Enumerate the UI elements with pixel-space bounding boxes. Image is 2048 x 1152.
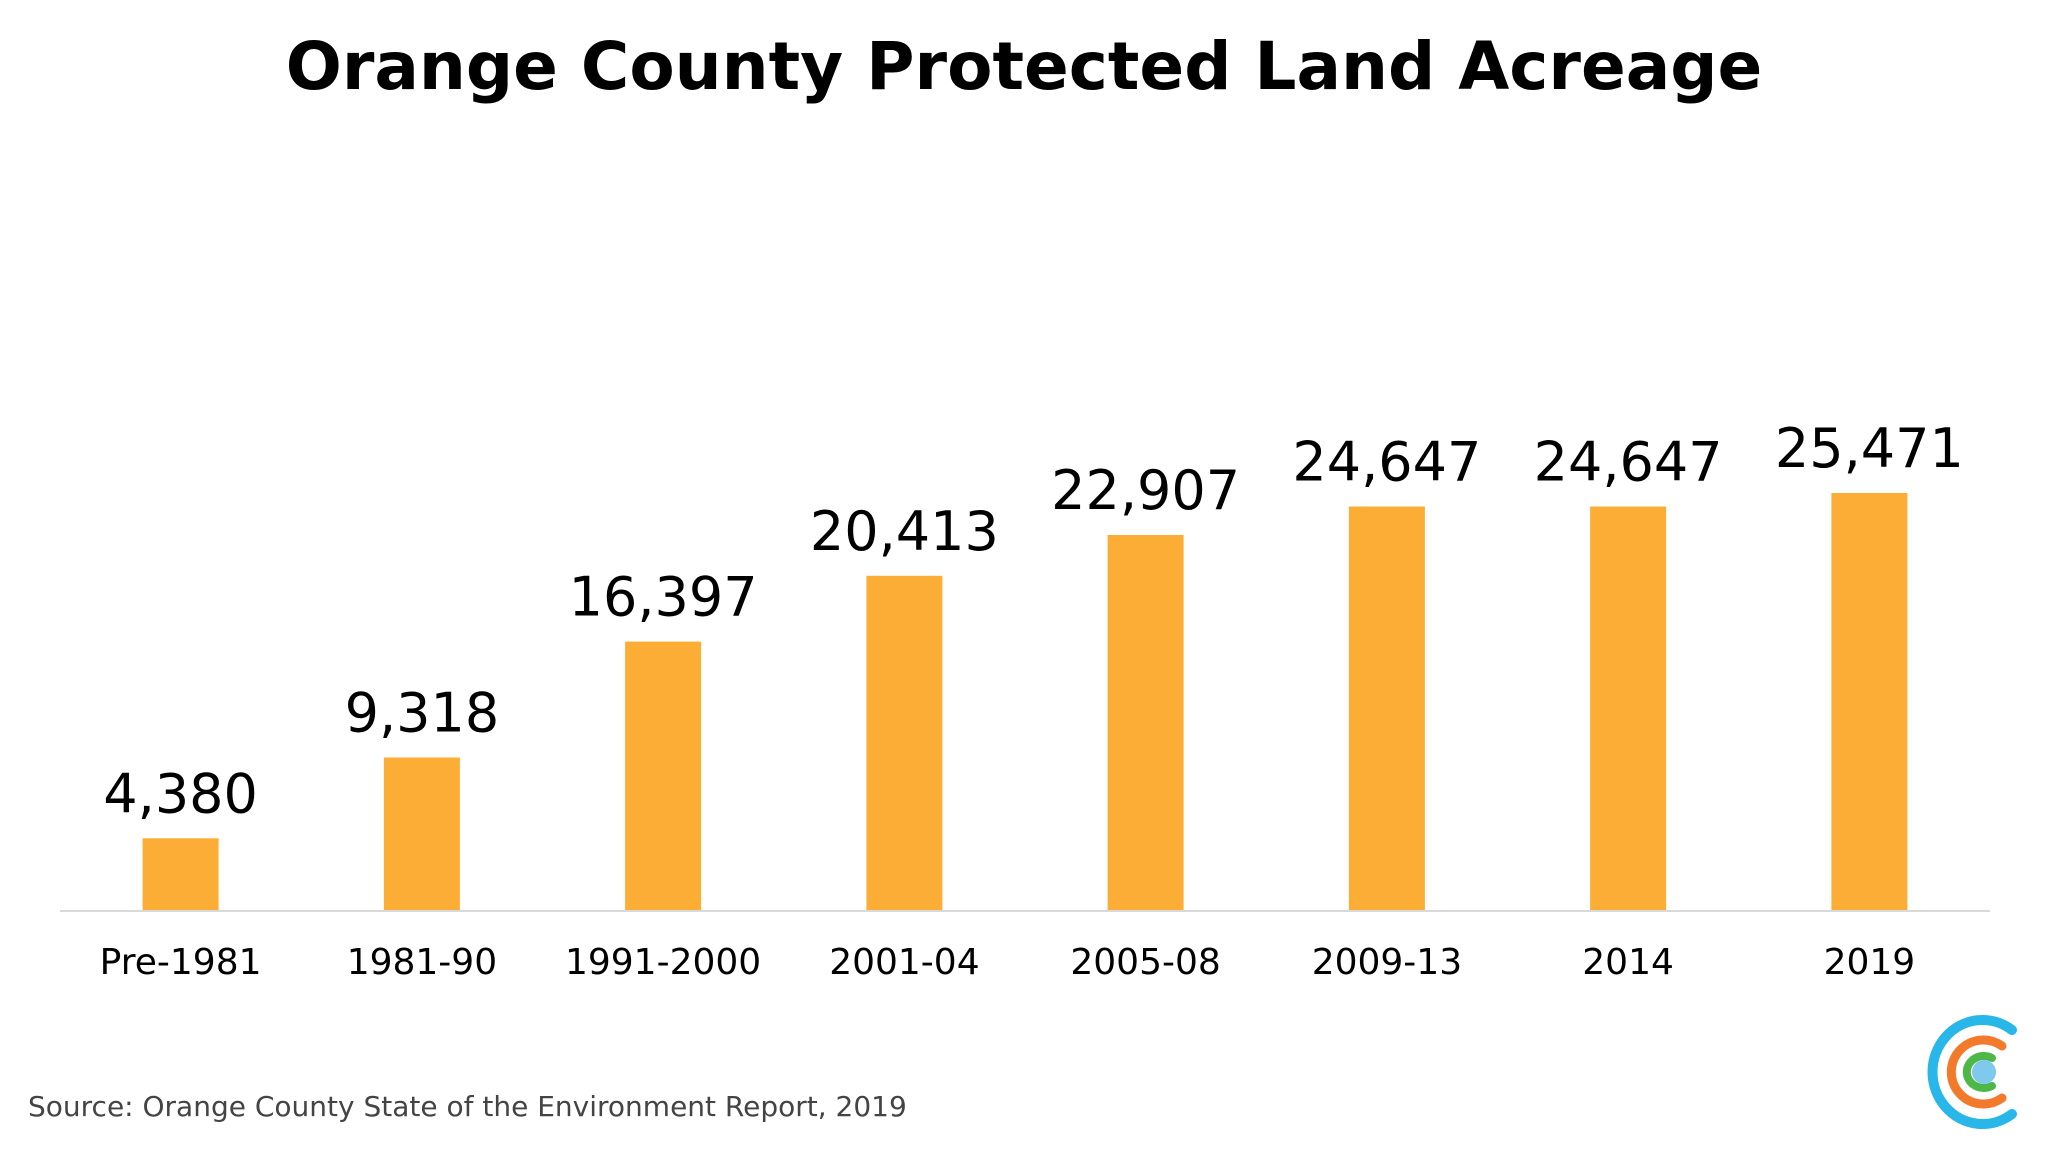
data-label-2001-04: 20,413 bbox=[810, 500, 999, 563]
x-tick-label-2014: 2014 bbox=[1582, 942, 1674, 983]
data-label-2005-08: 22,907 bbox=[1051, 459, 1240, 522]
concentric-c-logo-icon bbox=[1927, 1015, 2017, 1129]
data-label-2019: 25,471 bbox=[1775, 417, 1964, 480]
data-label-1981-90: 9,318 bbox=[345, 682, 500, 745]
x-tick-labels-group: Pre-1981 1981-90 1991-2000 2001-04 2005-08 20… bbox=[100, 942, 1916, 983]
x-tick-label-2019: 2019 bbox=[1824, 942, 1916, 983]
chart-title: Orange County Protected Land Acreage bbox=[285, 28, 1763, 105]
source-note: Source: Orange County State of the Envir… bbox=[28, 1090, 907, 1123]
bar-2005-08 bbox=[1107, 535, 1184, 910]
x-tick-label-2009-13: 2009-13 bbox=[1312, 942, 1462, 983]
x-tick-label-2001-04: 2001-04 bbox=[829, 942, 979, 983]
x-tick-label-1981-90: 1981-90 bbox=[347, 942, 497, 983]
bar-1991-2000 bbox=[625, 641, 702, 910]
bar-2009-13 bbox=[1348, 506, 1425, 910]
data-label-2014: 24,647 bbox=[1534, 431, 1723, 494]
data-label-pre-1981: 4,380 bbox=[103, 762, 258, 825]
logo-inner-arc bbox=[1962, 1052, 1996, 1092]
data-label-2009-13: 24,647 bbox=[1292, 431, 1481, 494]
bar-pre-1981 bbox=[142, 838, 219, 910]
logo-center-dot bbox=[1972, 1060, 1996, 1084]
x-tick-label-2005-08: 2005-08 bbox=[1070, 942, 1220, 983]
data-label-1991-2000: 16,397 bbox=[569, 566, 758, 629]
x-tick-label-pre-1981: Pre-1981 bbox=[100, 942, 262, 983]
x-tick-label-1991-2000: 1991-2000 bbox=[565, 942, 761, 983]
logo-middle-arc bbox=[1946, 1035, 2007, 1109]
bar-1981-90 bbox=[383, 757, 460, 910]
bar-2001-04 bbox=[866, 575, 943, 910]
bars-group bbox=[142, 493, 1908, 910]
bar-2019 bbox=[1831, 493, 1908, 910]
logo-outer-arc bbox=[1927, 1015, 2017, 1129]
bar-2014 bbox=[1590, 506, 1667, 910]
data-labels-group: 4,380 9,318 16,397 20,413 22,907 24,647 24,647… bbox=[103, 417, 1964, 825]
